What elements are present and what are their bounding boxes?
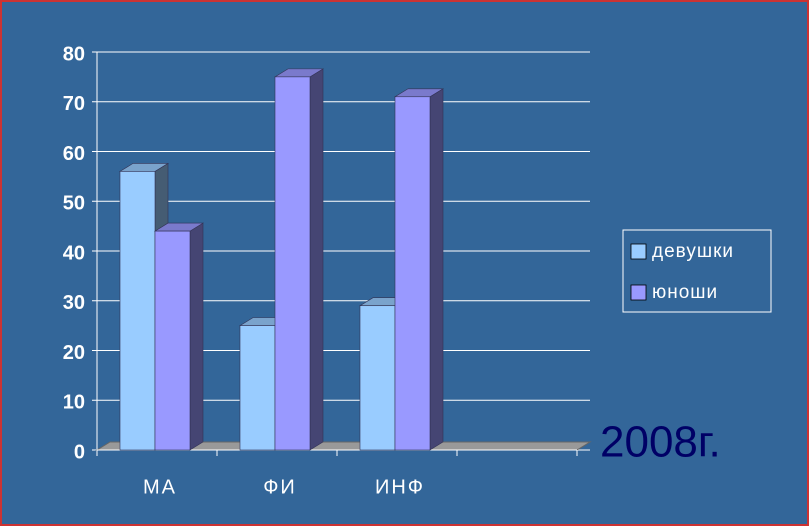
bar <box>359 305 396 451</box>
y-tick-label: 60 <box>63 143 85 165</box>
bar-side <box>189 222 204 451</box>
legend-swatch <box>630 243 647 260</box>
bar <box>119 171 156 451</box>
y-tick-label: 80 <box>63 43 85 65</box>
bar-side <box>429 88 444 451</box>
bar <box>154 230 191 451</box>
legend-swatch <box>630 284 647 301</box>
legend-box <box>622 229 772 313</box>
bar-side <box>309 68 324 451</box>
y-tick-label: 70 <box>63 93 85 115</box>
bar <box>239 325 276 451</box>
y-tick-label: 0 <box>74 441 85 463</box>
x-tick-label: ФИ <box>263 476 297 498</box>
annotation: 2008г. <box>600 418 721 467</box>
legend-label: девушки <box>652 241 734 262</box>
y-tick-label: 10 <box>63 392 85 414</box>
bar <box>394 96 431 451</box>
y-tick-label: 50 <box>63 193 85 215</box>
x-tick-label: МА <box>143 476 177 498</box>
legend-label: юноши <box>652 282 718 303</box>
y-tick-label: 30 <box>63 292 85 314</box>
bar <box>274 76 311 451</box>
x-tick-label: ИНФ <box>375 476 425 498</box>
y-tick-label: 40 <box>63 242 85 264</box>
y-tick-label: 20 <box>63 342 85 364</box>
